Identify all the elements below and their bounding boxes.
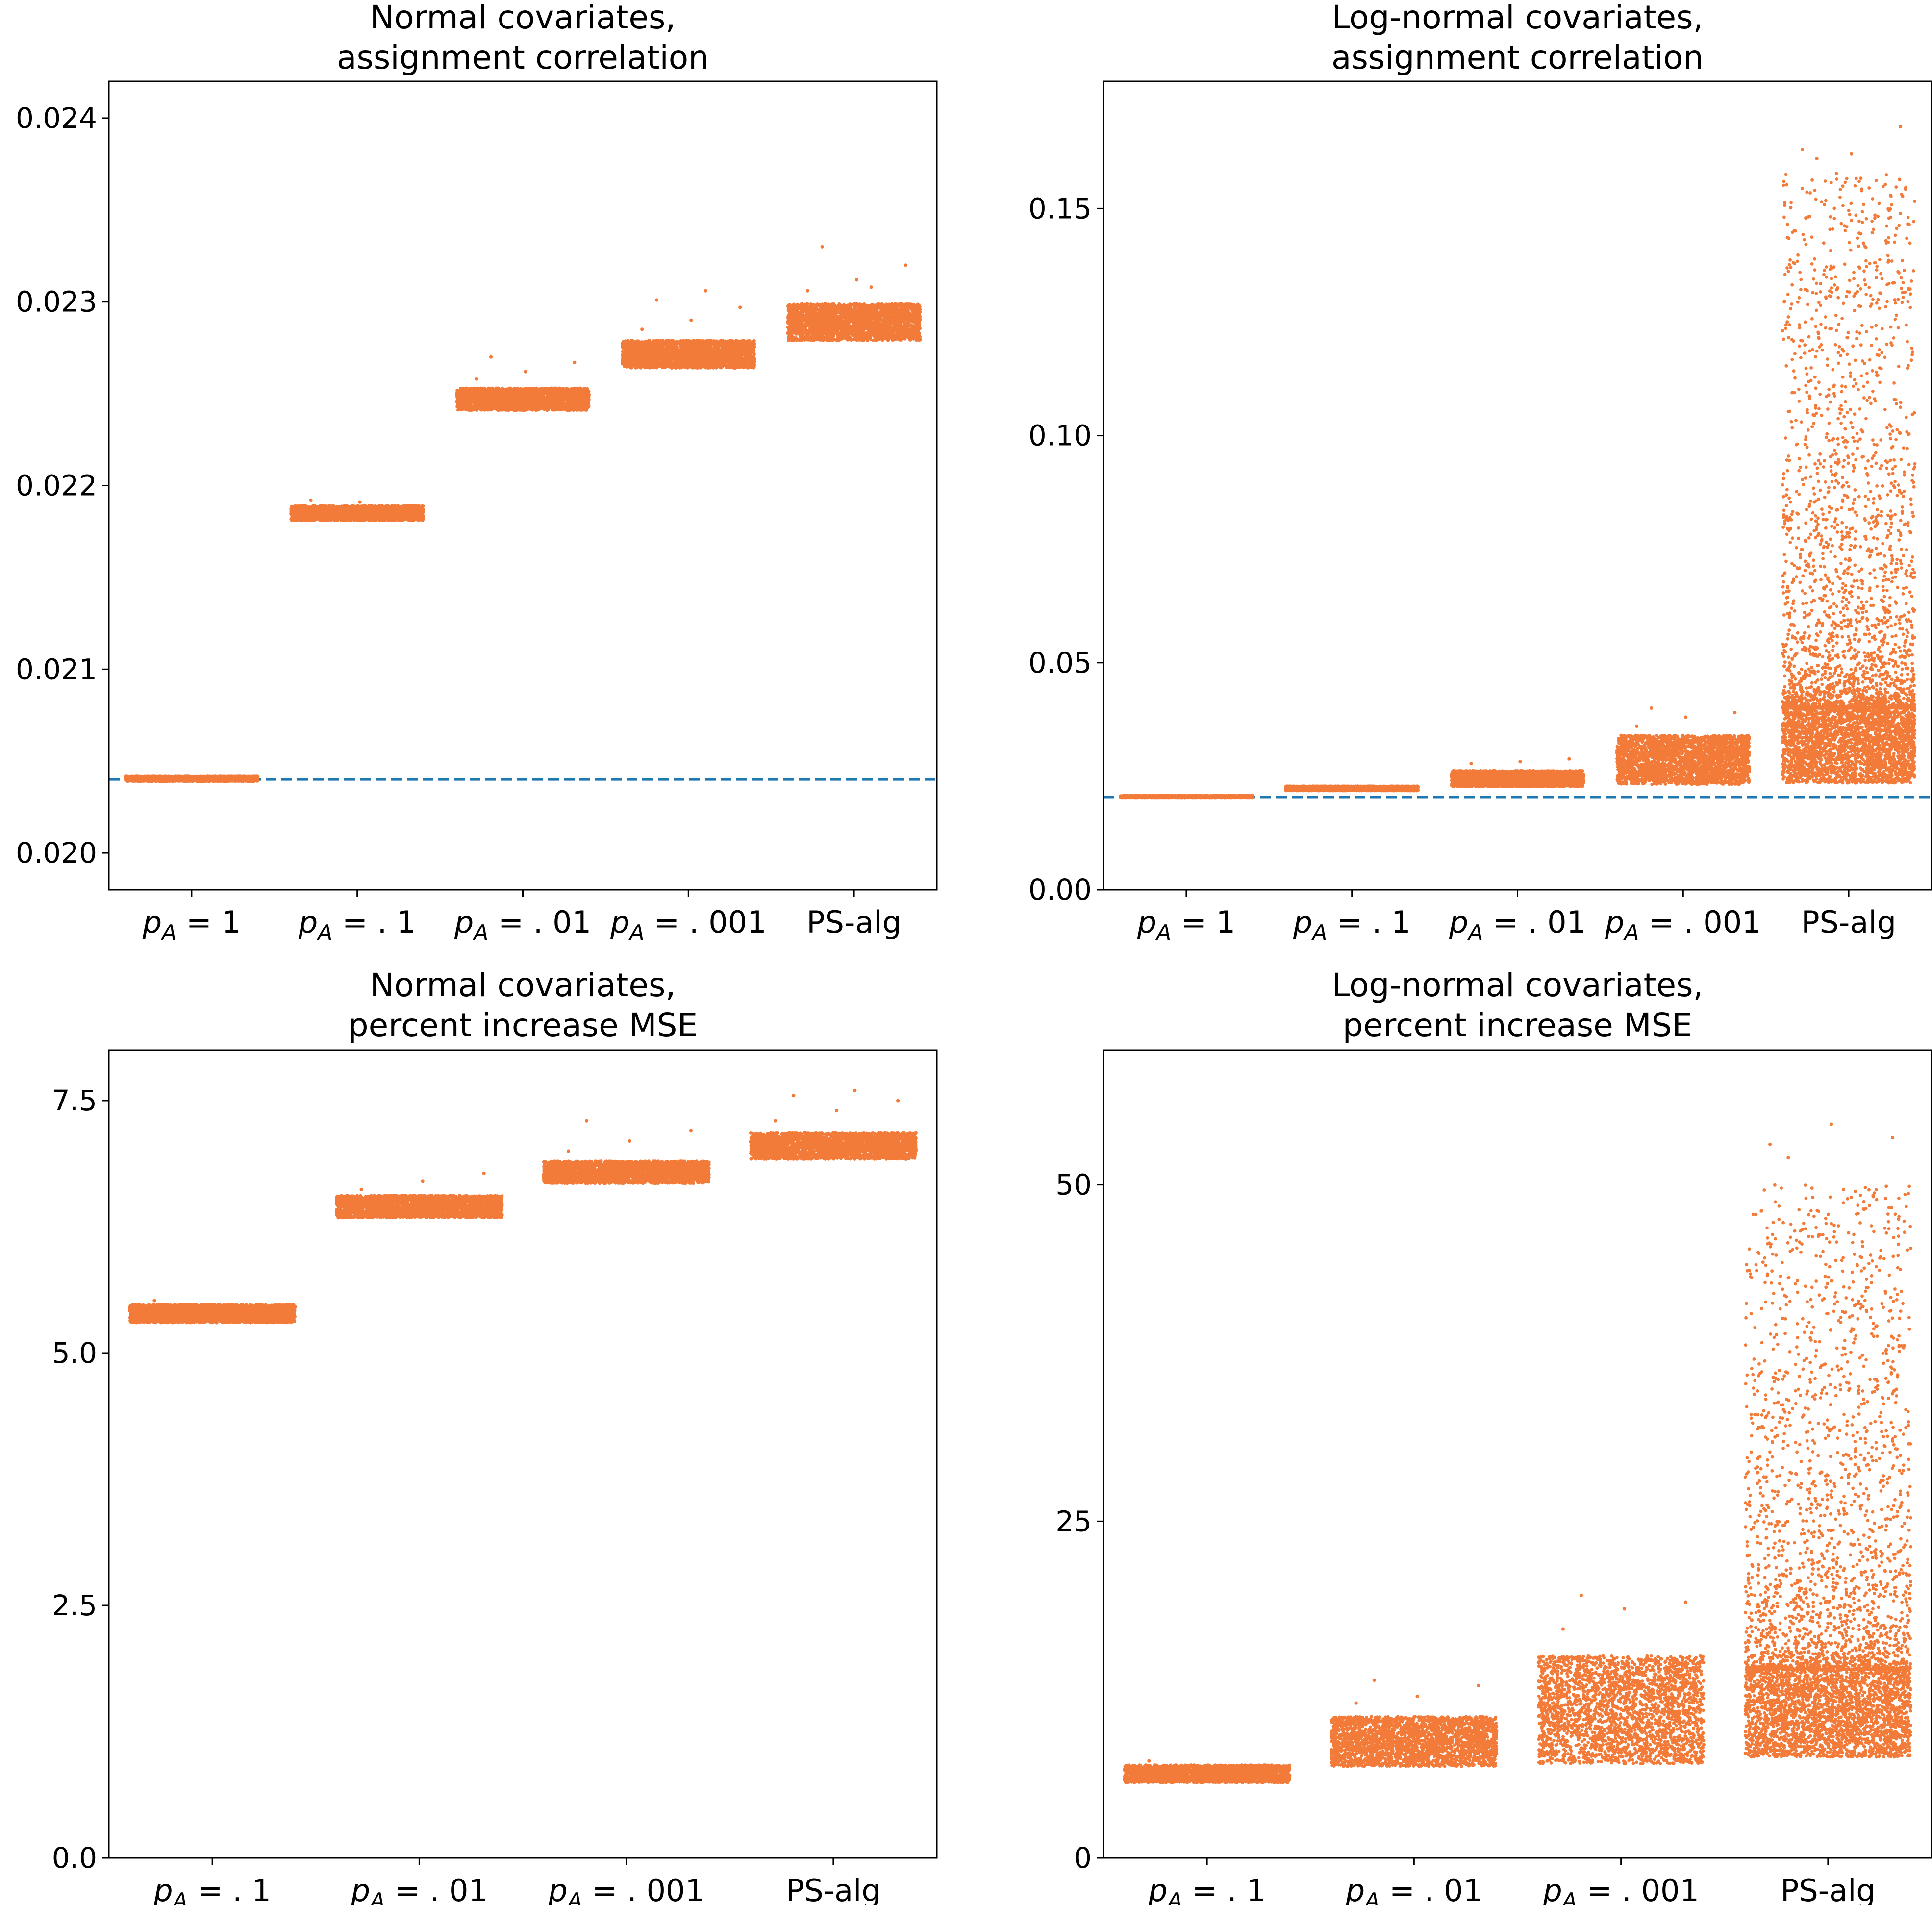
subplot-p1: Normal covariates,assignment correlation… bbox=[16, 0, 937, 945]
subplot-title-line: Normal covariates, bbox=[370, 0, 676, 36]
point-cloud-0 bbox=[124, 774, 260, 783]
subplot-title-line: assignment correlation bbox=[337, 39, 709, 76]
figure: Normal covariates,assignment correlation… bbox=[0, 0, 1932, 1905]
